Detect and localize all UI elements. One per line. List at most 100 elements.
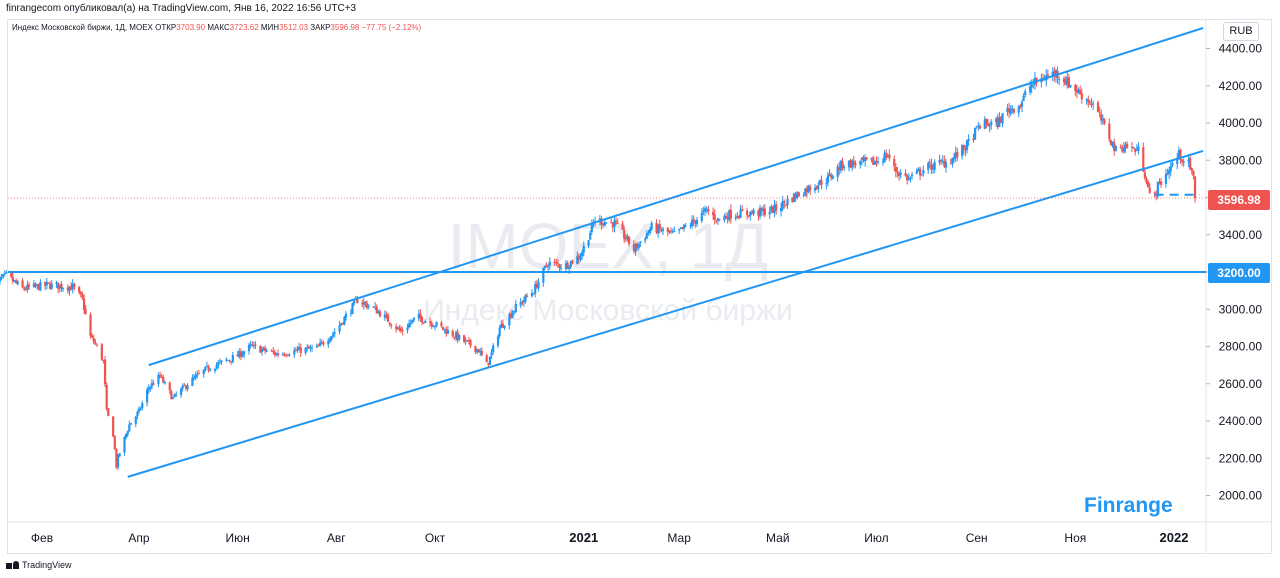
candle-body: [32, 283, 36, 287]
candle: [972, 133, 975, 143]
candle: [113, 435, 116, 450]
candle-body: [519, 301, 522, 305]
candle-body: [826, 175, 830, 183]
candle-body: [883, 153, 886, 163]
candle-body: [488, 356, 492, 365]
candle-body: [1028, 86, 1032, 93]
candle-body: [60, 283, 63, 289]
candle: [784, 204, 787, 207]
candle: [962, 144, 965, 155]
candle-body: [838, 167, 841, 171]
candle: [927, 161, 930, 174]
candle-body: [0, 277, 3, 279]
candle-body: [1147, 181, 1150, 188]
candle-body: [477, 349, 480, 353]
candle: [713, 209, 716, 225]
candle: [1012, 108, 1016, 115]
candle-body: [136, 412, 139, 417]
candle-body: [1079, 90, 1082, 95]
candle: [836, 163, 839, 182]
candle-body: [534, 284, 537, 294]
finrange-brand: Finrange: [1084, 494, 1173, 517]
candle: [542, 267, 545, 287]
candle-body: [621, 223, 624, 230]
candle-body: [469, 340, 472, 346]
candle-body: [390, 324, 393, 326]
candle-body: [170, 391, 173, 400]
candle-body: [886, 155, 889, 157]
candle: [73, 282, 76, 291]
channel-lower-line[interactable]: [127, 149, 1204, 478]
candle-body: [158, 375, 162, 377]
candle-body: [952, 157, 956, 160]
candle: [757, 209, 760, 221]
candle: [281, 352, 285, 356]
candle: [1090, 98, 1093, 108]
candle: [951, 157, 954, 168]
candle: [747, 215, 750, 218]
candle: [412, 317, 416, 322]
candle-body: [1134, 148, 1137, 152]
candle: [485, 353, 488, 363]
candle-body: [356, 299, 359, 304]
candle: [236, 351, 239, 357]
candle: [983, 116, 986, 130]
candle-body: [82, 298, 86, 310]
candle-body: [422, 322, 425, 324]
candle: [847, 160, 851, 172]
candle-body: [695, 219, 699, 225]
candle: [139, 406, 142, 411]
candle: [999, 115, 1003, 123]
candle-body: [196, 374, 199, 376]
candle-body: [978, 126, 982, 129]
candle: [673, 226, 676, 233]
candle-body: [128, 424, 131, 432]
currency-button[interactable]: RUB: [1223, 22, 1259, 41]
candle: [899, 168, 902, 179]
candle-body: [928, 162, 931, 164]
candle-body: [794, 194, 797, 199]
candle: [684, 223, 687, 228]
candle: [818, 179, 821, 186]
candle: [429, 317, 432, 327]
candle-body: [854, 163, 857, 166]
candle: [55, 280, 58, 289]
candle: [146, 386, 149, 407]
tradingview-logo[interactable]: TradingView: [6, 560, 72, 570]
candle-body: [1177, 150, 1180, 159]
candle: [272, 347, 275, 355]
candle: [752, 208, 755, 216]
candle-body: [745, 210, 749, 215]
candle: [703, 205, 707, 216]
candle: [1180, 158, 1184, 166]
candle-body: [57, 282, 60, 289]
candle: [514, 299, 517, 314]
candle: [802, 192, 805, 198]
candle-body: [11, 277, 14, 282]
candle-body: [417, 313, 420, 319]
candle-body: [1114, 146, 1117, 152]
candle-body: [160, 376, 163, 378]
candle-body: [419, 313, 422, 318]
candle-body: [589, 232, 592, 240]
candle-body: [443, 328, 446, 330]
y-tick-label: 2800.00: [1219, 340, 1263, 354]
candle: [184, 384, 188, 391]
candle: [967, 134, 970, 147]
candle-body: [602, 224, 605, 226]
channel-upper-line[interactable]: [148, 27, 1204, 367]
candle: [170, 389, 173, 400]
candle-body: [479, 351, 482, 353]
candle-body: [888, 154, 891, 159]
candle-body: [1143, 172, 1146, 178]
candle: [838, 162, 841, 176]
candle: [870, 157, 873, 163]
candle: [294, 346, 297, 352]
candle: [317, 343, 320, 347]
candle: [621, 220, 624, 230]
candle: [458, 334, 461, 342]
candle-body: [277, 353, 280, 355]
candle-body: [407, 323, 411, 328]
candle-body: [1182, 161, 1185, 163]
